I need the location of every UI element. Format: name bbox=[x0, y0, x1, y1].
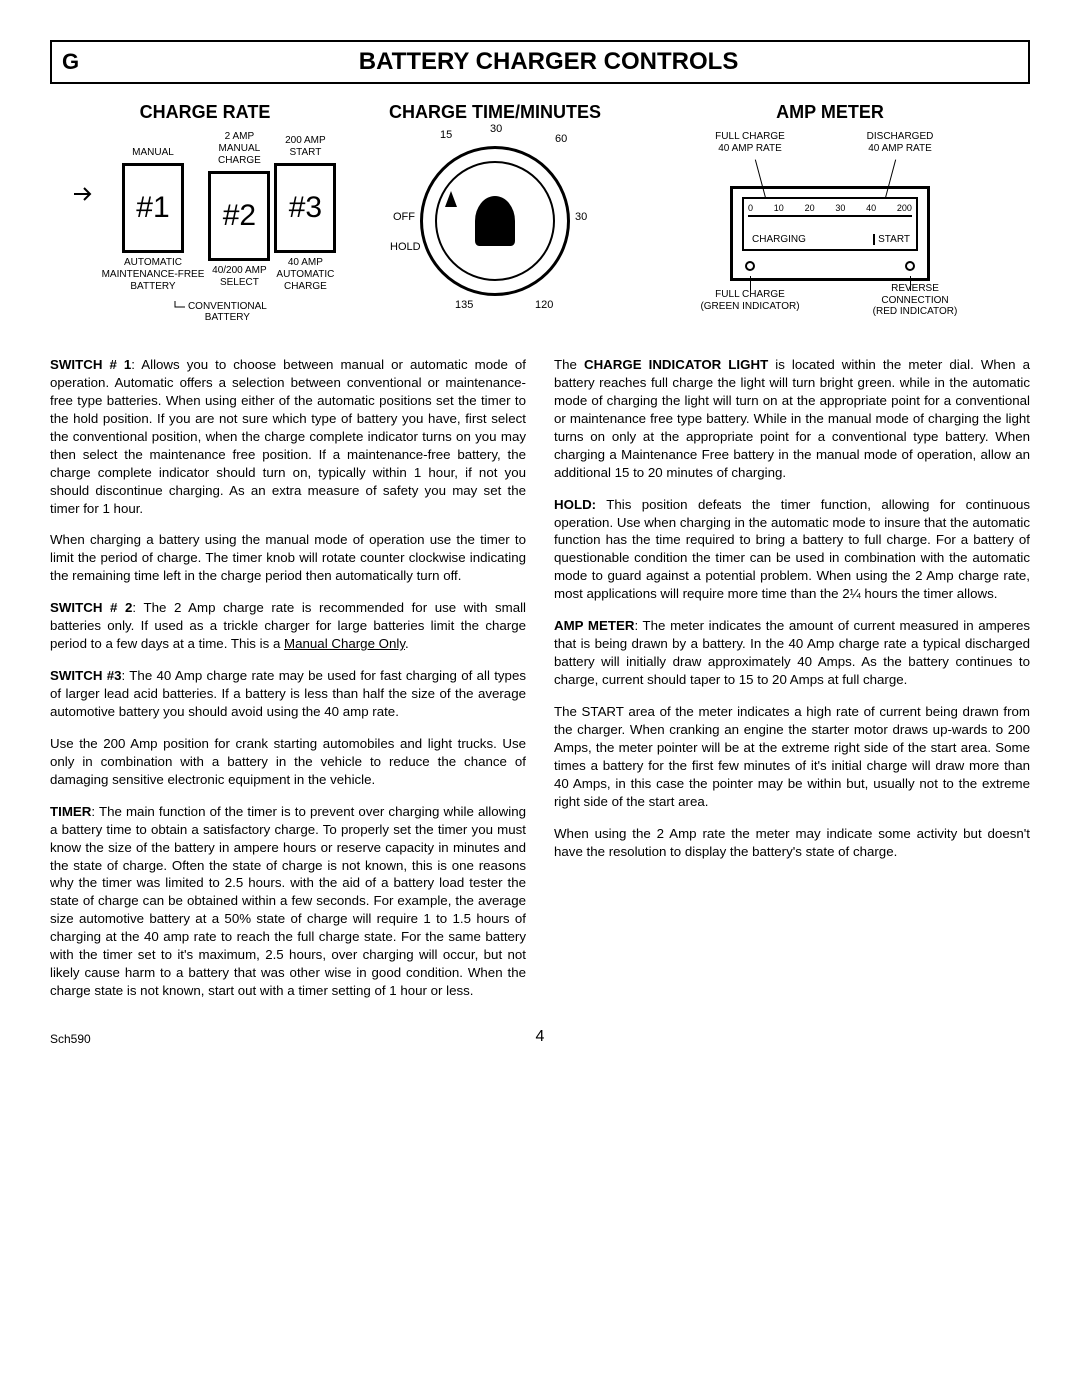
paragraph: SWITCH #3: The 40 Amp charge rate may be… bbox=[50, 667, 526, 721]
paragraph: SWITCH # 1: Allows you to choose between… bbox=[50, 356, 526, 517]
footer-model: Sch590 bbox=[50, 1032, 91, 1046]
paragraph: Use the 200 Amp position for crank start… bbox=[50, 735, 526, 789]
paragraph: When using the 2 Amp rate the meter may … bbox=[554, 825, 1030, 861]
meter-red-indicator: REVERSE CONNECTION (RED INDICATOR) bbox=[850, 283, 980, 318]
page-number: 4 bbox=[536, 1028, 545, 1046]
paragraph: HOLD: This position defeats the timer fu… bbox=[554, 496, 1030, 604]
dial-60: 60 bbox=[555, 133, 567, 145]
meter-start-label: START bbox=[873, 234, 910, 246]
paragraph: SWITCH # 2: The 2 Amp charge rate is rec… bbox=[50, 599, 526, 653]
dial-15: 15 bbox=[440, 129, 452, 141]
charge-time-diagram: CHARGE TIME/MINUTES OFF HOLD 15 30 60 30… bbox=[370, 102, 620, 331]
paragraph: When charging a battery using the manual… bbox=[50, 531, 526, 585]
switch-1: MANUAL #1 AUTOMATIC MAINTENANCE-FREE BAT… bbox=[102, 131, 205, 293]
charge-time-title: CHARGE TIME/MINUTES bbox=[370, 102, 620, 123]
switch-1-box: #1 bbox=[122, 163, 184, 253]
dial-off: OFF bbox=[393, 211, 415, 223]
right-column: The CHARGE INDICATOR LIGHT is located wi… bbox=[554, 356, 1030, 1014]
switch-3: 200 AMP START #3 40 AMP AUTOMATIC CHARGE bbox=[274, 131, 336, 293]
dial-hold: HOLD bbox=[390, 241, 421, 253]
switch-2: 2 AMP MANUAL CHARGE #2 40/200 AMP SELECT bbox=[208, 131, 270, 289]
dial-120: 120 bbox=[535, 299, 553, 311]
dial-135: 135 bbox=[455, 299, 473, 311]
paragraph: TIMER: The main function of the timer is… bbox=[50, 803, 526, 1000]
timer-dial: OFF HOLD 15 30 60 30 120 135 bbox=[395, 131, 595, 331]
paragraph: AMP METER: The meter indicates the amoun… bbox=[554, 617, 1030, 689]
meter-discharged-rate: DISCHARGED 40 AMP RATE bbox=[850, 131, 950, 154]
left-column: SWITCH # 1: Allows you to choose between… bbox=[50, 356, 526, 1014]
paragraph: The CHARGE INDICATOR LIGHT is located wi… bbox=[554, 356, 1030, 482]
charge-rate-title: CHARGE RATE bbox=[50, 102, 360, 123]
switch-3-box: #3 bbox=[274, 163, 336, 253]
switch-2-box: #2 bbox=[208, 171, 270, 261]
amp-meter: FULL CHARGE 40 AMP RATE DISCHARGED 40 AM… bbox=[680, 131, 980, 331]
amp-meter-title: AMP METER bbox=[630, 102, 1030, 123]
section-letter: G bbox=[62, 49, 79, 75]
dial-30r: 30 bbox=[575, 211, 587, 223]
switch-1-top: MANUAL bbox=[102, 147, 205, 159]
arrow-icon bbox=[74, 131, 98, 202]
conventional-label: CONVENTIONAL BATTERY bbox=[72, 301, 360, 323]
dial-30: 30 bbox=[490, 123, 502, 135]
body-text: SWITCH # 1: Allows you to choose between… bbox=[50, 356, 1030, 1014]
paragraph: The START area of the meter indicates a … bbox=[554, 703, 1030, 811]
amp-meter-diagram: AMP METER FULL CHARGE 40 AMP RATE DISCHA… bbox=[630, 102, 1030, 331]
diagrams-row: CHARGE RATE MANUAL #1 AUTOMATIC MAINTENA… bbox=[50, 102, 1030, 331]
section-title: BATTERY CHARGER CONTROLS bbox=[79, 48, 1018, 76]
footer: Sch590 4 bbox=[50, 1032, 1030, 1046]
meter-full-charge-rate: FULL CHARGE 40 AMP RATE bbox=[700, 131, 800, 154]
section-header: G BATTERY CHARGER CONTROLS bbox=[50, 40, 1030, 84]
meter-green-indicator: FULL CHARGE (GREEN INDICATOR) bbox=[680, 289, 820, 312]
charge-rate-diagram: CHARGE RATE MANUAL #1 AUTOMATIC MAINTENA… bbox=[50, 102, 360, 331]
meter-charging-label: CHARGING bbox=[752, 234, 806, 246]
